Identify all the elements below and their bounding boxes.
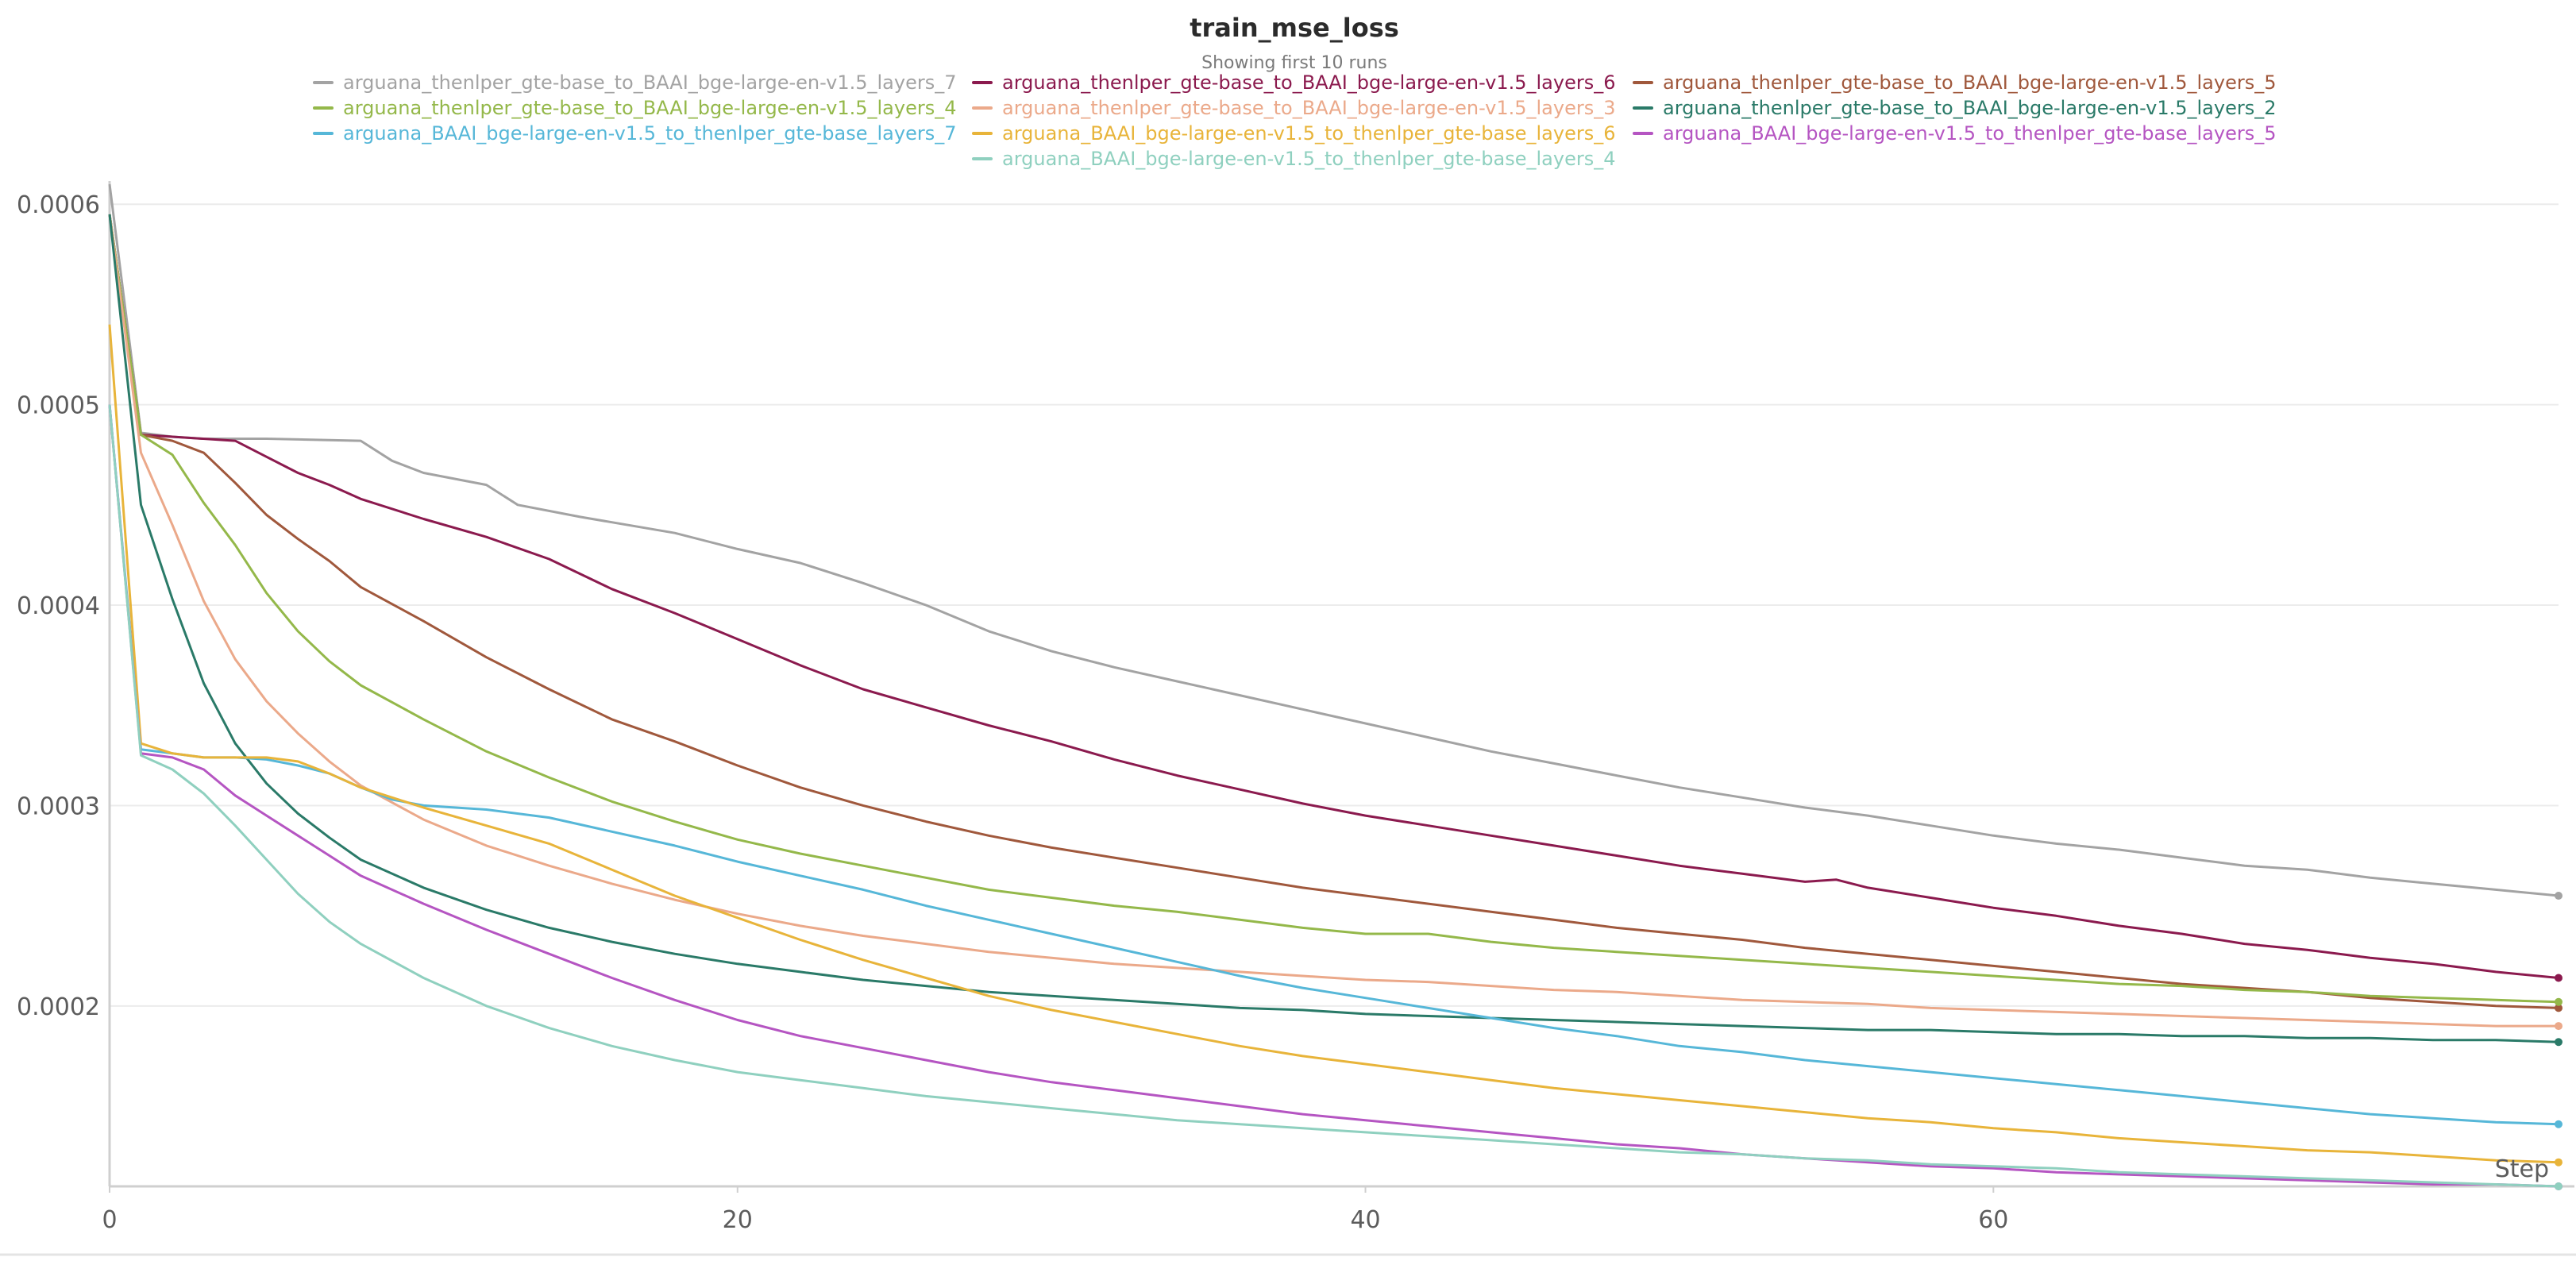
series-end-point-1 xyxy=(2555,892,2563,900)
x-tick-label: 20 xyxy=(723,1206,753,1234)
chart-axes: 0.0002 0.0003 0.0004 0.0005 0.0006 0 20 40 60 xyxy=(0,181,2576,1256)
legend-item[interactable]: arguana_BAAI_bge-large-en-v1.5_to_thenlp… xyxy=(1633,122,2277,145)
legend-item[interactable]: arguana_thenlper_gte-base_to_BAAI_bge-la… xyxy=(972,97,1616,119)
series-line-3 xyxy=(108,214,2559,1009)
series-line-1 xyxy=(108,183,2559,897)
legend-item[interactable]: arguana_thenlper_gte-base_to_BAAI_bge-la… xyxy=(1633,97,2277,119)
y-tick-label: 0.0003 xyxy=(17,792,100,820)
series-end-point-5 xyxy=(2555,1022,2563,1031)
legend-label: arguana_BAAI_bge-large-en-v1.5_to_thenlp… xyxy=(1002,122,1616,145)
series-end-point-2 xyxy=(2555,974,2563,982)
series-line-9 xyxy=(108,404,2559,1188)
y-tick-label: 0.0006 xyxy=(17,191,100,219)
legend-label: arguana_thenlper_gte-base_to_BAAI_bge-la… xyxy=(343,71,957,94)
y-tick-label: 0.0004 xyxy=(17,592,100,620)
legend-label: arguana_thenlper_gte-base_to_BAAI_bge-la… xyxy=(1663,97,2277,119)
series-end-point-8 xyxy=(2555,1158,2563,1167)
series-line-5 xyxy=(108,214,2559,1028)
legend-label: arguana_thenlper_gte-base_to_BAAI_bge-la… xyxy=(1002,97,1616,119)
series-line-6 xyxy=(108,214,2559,1043)
legend-label: arguana_BAAI_bge-large-en-v1.5_to_thenlp… xyxy=(1663,122,2277,145)
legend-label: arguana_thenlper_gte-base_to_BAAI_bge-la… xyxy=(343,97,957,119)
chart-legend: arguana_thenlper_gte-base_to_BAAI_bge-la… xyxy=(313,71,2277,170)
series-line-4 xyxy=(108,214,2559,1004)
x-tick-label: 60 xyxy=(1978,1206,2008,1234)
x-tick-label: 40 xyxy=(1350,1206,1380,1234)
x-tick-label: 0 xyxy=(102,1206,117,1234)
series-end-point-6 xyxy=(2555,1038,2563,1047)
series-end-point-7 xyxy=(2555,1120,2563,1128)
legend-item[interactable]: arguana_BAAI_bge-large-en-v1.5_to_thenlp… xyxy=(972,122,1616,145)
legend-item[interactable]: arguana_BAAI_bge-large-en-v1.5_to_thenlp… xyxy=(313,122,957,145)
chart-title: train_mse_loss xyxy=(1190,13,1399,43)
series-end-point-10 xyxy=(2555,1182,2563,1190)
series-end-point-4 xyxy=(2555,997,2563,1006)
legend-item[interactable]: arguana_BAAI_bge-large-en-v1.5_to_thenlp… xyxy=(972,148,1616,170)
series-line-8 xyxy=(108,324,2559,1164)
chart-subtitle: Showing first 10 runs xyxy=(1201,53,1387,73)
series-end-point-3 xyxy=(2555,1004,2563,1012)
y-tick-label: 0.0005 xyxy=(17,392,100,420)
legend-item[interactable]: arguana_thenlper_gte-base_to_BAAI_bge-la… xyxy=(313,71,957,94)
legend-label: arguana_thenlper_gte-base_to_BAAI_bge-la… xyxy=(1663,71,2277,94)
series-layer xyxy=(108,183,2563,1190)
legend-label: arguana_BAAI_bge-large-en-v1.5_to_thenlp… xyxy=(343,122,957,145)
legend-item[interactable]: arguana_thenlper_gte-base_to_BAAI_bge-la… xyxy=(313,97,957,119)
series-line-10 xyxy=(108,404,2559,1188)
legend-label: arguana_BAAI_bge-large-en-v1.5_to_thenlp… xyxy=(1002,148,1616,170)
grid-lines xyxy=(110,203,2559,1007)
legend-label: arguana_thenlper_gte-base_to_BAAI_bge-la… xyxy=(1002,71,1616,94)
x-axis-label: Step xyxy=(2495,1155,2549,1183)
y-tick-label: 0.0002 xyxy=(17,993,100,1021)
legend-item[interactable]: arguana_thenlper_gte-base_to_BAAI_bge-la… xyxy=(1633,71,2277,94)
series-line-2 xyxy=(108,214,2559,979)
legend-item[interactable]: arguana_thenlper_gte-base_to_BAAI_bge-la… xyxy=(972,71,1616,94)
